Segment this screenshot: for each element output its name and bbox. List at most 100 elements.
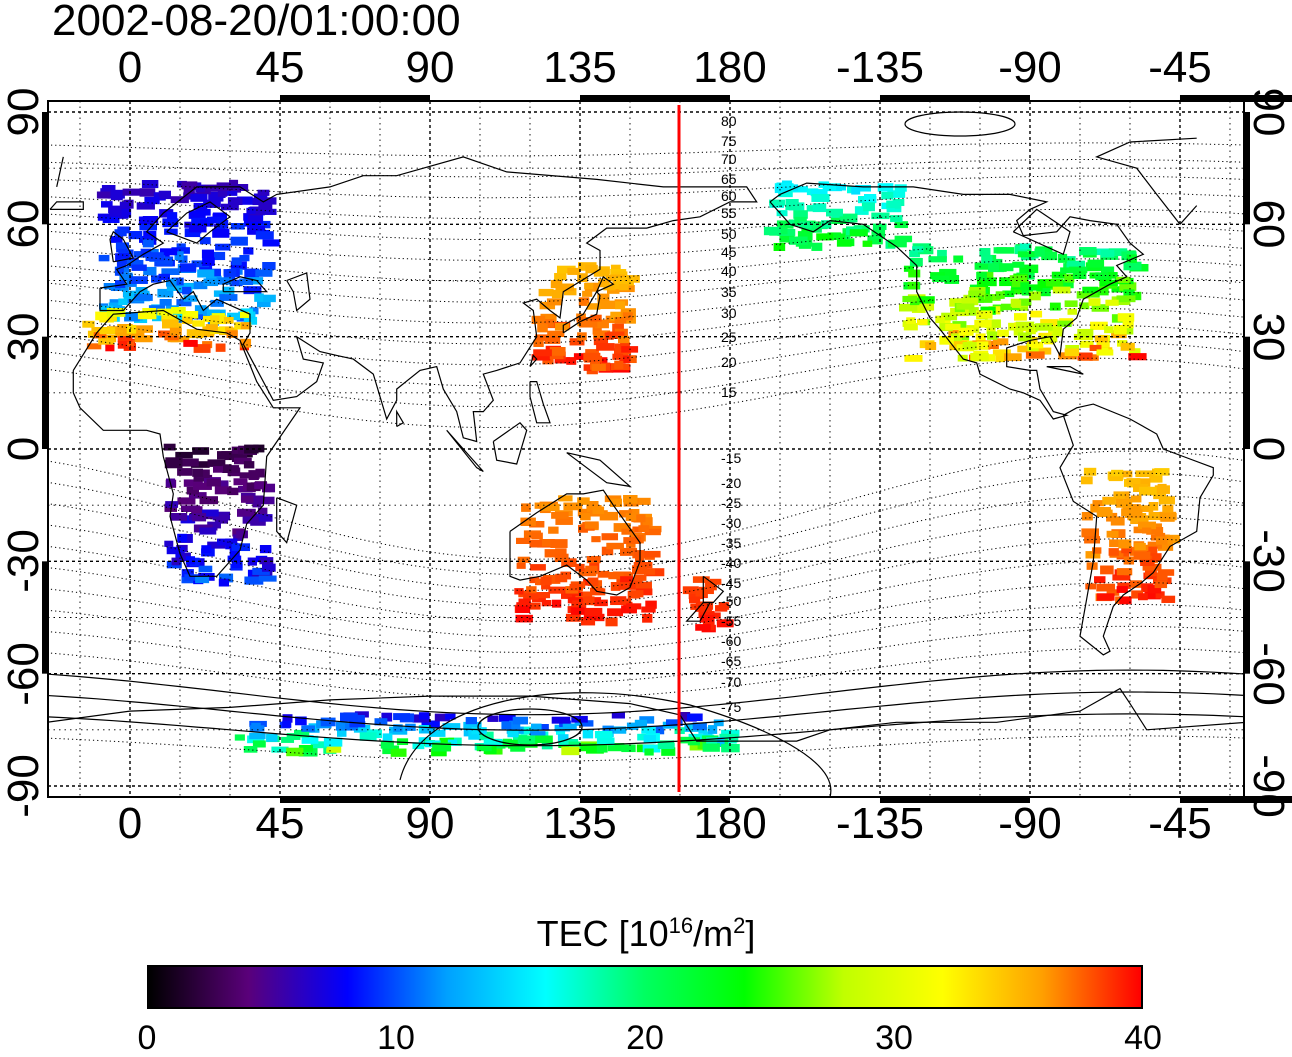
tec-pixel: [1019, 264, 1039, 274]
tec-pixel: [219, 573, 234, 583]
tec-pixel: [618, 583, 636, 590]
tec-pixel: [200, 219, 214, 227]
tec-pixel: [432, 742, 452, 752]
tec-pixel: [184, 228, 201, 238]
tec-pixel: [986, 326, 996, 335]
coastline: [1012, 208, 1071, 256]
tec-pixel: [677, 712, 691, 720]
tec-pixel: [984, 319, 1001, 328]
tec-pixel: [899, 303, 918, 312]
tec-pixel: [254, 482, 268, 490]
tec-pixel: [531, 532, 543, 540]
tec-pixel: [86, 343, 102, 350]
tec-pixel: [1013, 328, 1024, 336]
tec-pixel: [162, 319, 179, 329]
mlat-contour: [48, 494, 1244, 591]
tec-pixel: [970, 352, 989, 362]
tec-pixel: [227, 312, 241, 321]
tec-pixel: [716, 619, 734, 628]
tec-pixel: [887, 190, 906, 198]
tec-pixel: [202, 257, 215, 266]
tec-pixel: [586, 303, 601, 310]
tec-pixel: [195, 576, 210, 584]
tec-pixel: [974, 262, 994, 270]
tec-pixel: [166, 283, 186, 291]
tec-pixel: [257, 300, 271, 308]
tec-pixel: [215, 243, 231, 251]
tec-pixel: [230, 261, 247, 270]
tec-pixel: [939, 268, 957, 278]
tec-pixel: [262, 262, 276, 270]
tec-pixel: [894, 235, 913, 243]
tec-pixel: [554, 724, 571, 732]
tec-pixel: [872, 223, 887, 231]
tec-pixel: [539, 539, 555, 547]
tec-pixel: [162, 218, 179, 228]
tec-pixel: [231, 257, 242, 266]
tec-pixel: [476, 744, 492, 752]
tec-pixel: [888, 239, 907, 248]
tec-pixel: [1035, 347, 1052, 355]
tec-pixel: [193, 312, 207, 320]
tec-pixel: [941, 312, 958, 321]
frame-tick-right: [1243, 336, 1250, 449]
tec-pixel: [1027, 345, 1039, 353]
tec-pixel: [706, 737, 718, 744]
tec-pixel: [93, 332, 107, 339]
tec-pixel: [565, 613, 581, 622]
tec-pixel: [231, 562, 243, 569]
tec-pixel: [881, 192, 894, 200]
coastline: [566, 452, 632, 488]
tec-pixel: [223, 317, 234, 324]
frame-tick-right: [1243, 112, 1250, 225]
tec-pixel: [1092, 500, 1105, 507]
bottom-lon-tick: -45: [1148, 799, 1212, 848]
tec-pixel: [536, 724, 549, 731]
tec-pixel: [1036, 287, 1051, 295]
tec-pixel: [983, 277, 997, 287]
tec-pixel: [610, 311, 624, 321]
mlat-contour: [48, 357, 1244, 428]
tec-pixel: [177, 497, 196, 505]
tec-pixel: [226, 330, 238, 338]
tec-pixel: [257, 507, 268, 515]
tec-pixel: [1085, 551, 1101, 559]
tec-pixel: [1067, 308, 1078, 315]
tec-pixel: [563, 502, 583, 511]
tec-pixel: [903, 322, 918, 331]
tec-pixel: [254, 293, 264, 302]
tec-pixel: [169, 327, 182, 336]
tec-pixel: [218, 578, 230, 587]
tec-pixel: [1114, 491, 1125, 501]
tec-pixel: [207, 541, 226, 549]
tec-pixel: [1090, 503, 1100, 513]
tec-pixel: [255, 514, 273, 522]
tec-pixel: [622, 598, 632, 605]
tec-pixel: [115, 328, 131, 338]
tec-pixel: [203, 278, 219, 287]
tec-pixel: [260, 197, 277, 205]
tec-pixel: [909, 258, 923, 266]
tec-pixel: [935, 315, 945, 324]
tec-pixel: [205, 184, 219, 192]
tec-colorbar: [147, 965, 1143, 1009]
tec-pixel: [1154, 581, 1168, 589]
frame-tick-top: [279, 95, 430, 102]
tec-pixel: [215, 343, 226, 352]
tec-pixel: [166, 546, 185, 555]
tec-pixel: [110, 236, 123, 243]
tec-pixel: [115, 242, 130, 249]
tec-pixel: [569, 583, 583, 591]
tec-pixel: [593, 269, 610, 277]
tec-pixel: [244, 268, 260, 278]
tec-pixel: [999, 277, 1018, 287]
mlat-ring: [904, 111, 1016, 137]
tec-pixel: [1029, 341, 1044, 349]
tec-pixel: [1129, 348, 1141, 357]
tec-pixel: [1119, 596, 1132, 605]
tec-pixel: [596, 744, 608, 753]
tec-pixel: [230, 236, 248, 246]
top-lon-tick: 90: [405, 43, 455, 92]
tec-pixel: [516, 537, 531, 544]
